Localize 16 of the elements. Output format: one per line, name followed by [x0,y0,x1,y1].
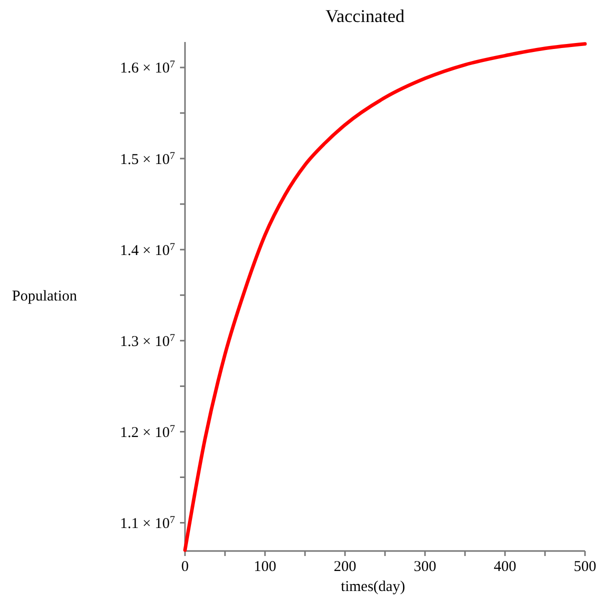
x-tick-label: 400 [494,559,516,575]
x-tick-label: 500 [574,559,596,575]
y-axis-title: Population [12,288,78,304]
chart-title: Vaccinated [326,6,404,26]
y-tick-label: 1.5 × 10$^{7}$ [120,150,175,168]
x-tick-label: 0 [181,559,189,575]
line-series [183,42,587,552]
y-tick-label: 1.4 × 10$^{7}$ [120,241,175,259]
x-tick-label: 200 [334,559,356,575]
y-tick-label: 1.2 × 10$^{7}$ [120,423,175,441]
y-tick-label: 1.3 × 10$^{7}$ [120,332,175,350]
x-tick-label: 300 [414,559,436,575]
x-axis-title: times(day) [340,579,406,595]
x-tick-label: 100 [254,559,276,575]
y-tick-label: 1.6 × 10$^{7}$ [120,59,175,77]
y-tick-label: 1.1 × 10$^{7}$ [120,514,175,532]
